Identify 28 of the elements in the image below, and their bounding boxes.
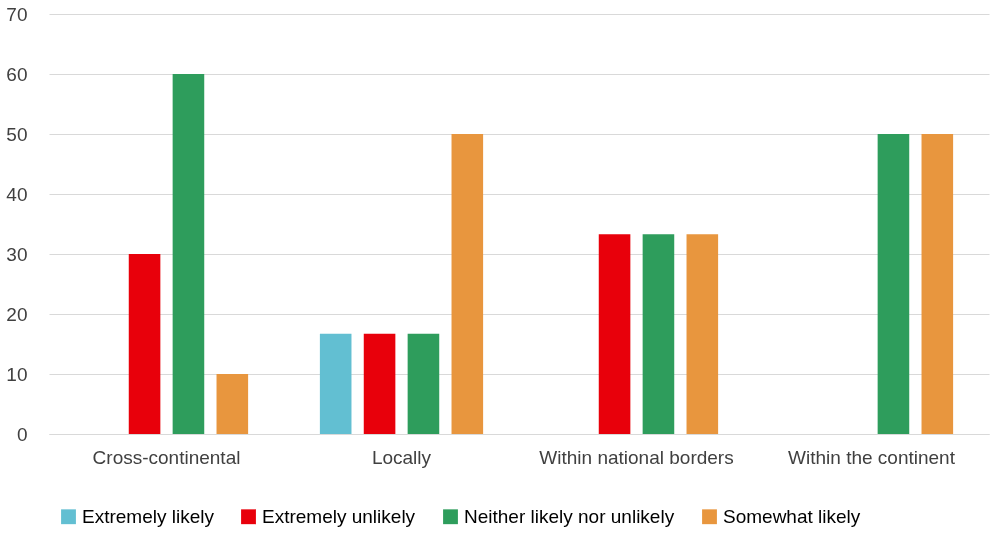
x-tick-label: Locally [371, 446, 432, 468]
bar [319, 333, 352, 434]
x-tick-label: Within the continent [788, 446, 956, 468]
bar [451, 134, 484, 434]
legend-label: Extremely unlikely [262, 505, 416, 527]
y-tick-label: 0 [16, 423, 28, 445]
legend-label: Neither likely nor unlikely [464, 505, 675, 527]
y-tick-label: 20 [6, 303, 28, 325]
bar [128, 254, 161, 434]
legend-label: Somewhat likely [723, 505, 861, 527]
bar [877, 134, 910, 434]
bar [921, 134, 954, 434]
y-tick-label: 70 [6, 3, 28, 25]
bar [686, 234, 719, 434]
y-tick-label: 60 [6, 63, 28, 85]
bar [598, 234, 631, 434]
y-tick-label: 30 [6, 243, 28, 265]
x-tick-label: Within national borders [539, 446, 734, 468]
y-tick-label: 10 [6, 363, 28, 385]
y-tick-label: 50 [6, 123, 28, 145]
bar [216, 374, 249, 434]
bar [172, 74, 205, 434]
x-tick-label: Cross-continental [92, 446, 241, 468]
y-tick-label: 40 [6, 183, 28, 205]
legend-label: Extremely likely [82, 505, 215, 527]
bar [642, 234, 675, 434]
bar [407, 333, 440, 434]
bar [363, 333, 396, 434]
